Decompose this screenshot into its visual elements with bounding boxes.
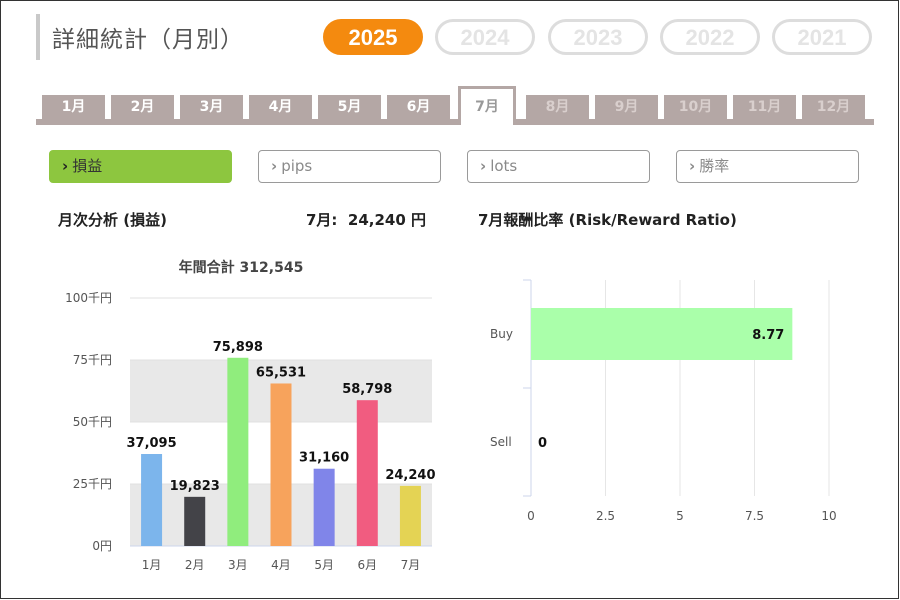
chevron-right-icon: › <box>480 157 487 175</box>
y-tick-label: 50千円 <box>73 415 112 429</box>
current-month-label: 7月: <box>306 211 338 229</box>
data-label: 75,898 <box>213 340 263 355</box>
risk-reward-chart: 0 2.5 5 7.5 10 Buy 8.77 Sell 0 <box>490 279 837 523</box>
bar <box>356 400 378 546</box>
month-tab-12[interactable]: 12月 <box>802 95 865 119</box>
month-tab-10[interactable]: 10月 <box>664 95 727 119</box>
x-tick-label: 6月 <box>357 558 377 572</box>
month-tab-7[interactable]: 7月 <box>458 86 516 125</box>
metric-label: lots <box>490 157 518 175</box>
metric-button-lots[interactable]: › lots <box>467 150 650 183</box>
month-tab-11[interactable]: 11月 <box>733 95 796 119</box>
x-tick-label: 7月 <box>401 558 421 572</box>
month-tab-9[interactable]: 9月 <box>595 95 658 119</box>
chevron-right-icon: › <box>271 157 278 175</box>
data-label: 24,240 <box>385 468 435 483</box>
x-tick-label: 10 <box>821 509 836 523</box>
x-tick-label: 2月 <box>185 558 205 572</box>
x-tick-label: 2.5 <box>596 509 615 523</box>
month-tab-1[interactable]: 1月 <box>42 95 105 119</box>
title-accent-bar <box>36 14 40 60</box>
metric-button-pips[interactable]: › pips <box>258 150 441 183</box>
metric-label: pips <box>281 157 313 175</box>
data-label: 37,095 <box>126 436 176 451</box>
x-tick-label: 4月 <box>271 558 291 572</box>
chevron-right-icon: › <box>62 157 69 175</box>
year-tab-2021[interactable]: 2021 <box>772 19 872 55</box>
y-category-label: Buy <box>490 327 513 341</box>
year-tab-2023[interactable]: 2023 <box>548 19 648 55</box>
year-tab-2022[interactable]: 2022 <box>660 19 760 55</box>
month-tab-4[interactable]: 4月 <box>249 95 312 119</box>
data-label: 65,531 <box>256 365 306 380</box>
x-tick-label: 0 <box>527 509 535 523</box>
month-tab-3[interactable]: 3月 <box>180 95 243 119</box>
data-label: 19,823 <box>170 479 220 494</box>
chart-title: 年間合計 312,545 <box>179 259 304 276</box>
year-tab-2025[interactable]: 2025 <box>323 19 423 55</box>
bar <box>313 468 335 546</box>
bar <box>270 383 292 546</box>
y-tick-label: 100千円 <box>65 291 112 305</box>
bar <box>141 454 163 546</box>
x-tick-label: 3月 <box>228 558 248 572</box>
bar <box>399 485 421 546</box>
y-category-label: Sell <box>490 435 512 449</box>
y-tick-label: 0円 <box>92 539 112 553</box>
metric-label: 損益 <box>72 157 103 175</box>
year-tab-2024[interactable]: 2024 <box>435 19 535 55</box>
month-tab-8[interactable]: 8月 <box>526 95 589 119</box>
x-tick-label: 7.5 <box>745 509 764 523</box>
monthly-profit-chart: 0円 25千円 50千円 75千円 100千円 年間合計 312,545 37,095 1月 1… <box>65 259 435 572</box>
bar <box>227 357 249 546</box>
bar <box>184 496 206 546</box>
metric-button-winrate[interactable]: › 勝率 <box>676 150 859 183</box>
y-tick-label: 25千円 <box>73 477 112 491</box>
data-label: 58,798 <box>342 382 392 397</box>
x-tick-label: 5月 <box>314 558 334 572</box>
month-tab-2[interactable]: 2月 <box>111 95 174 119</box>
monthly-analysis-title: 月次分析 (損益) <box>58 211 167 229</box>
metric-label: 勝率 <box>699 157 730 175</box>
data-label: 8.77 <box>752 328 784 343</box>
rr-ratio-title: 7月報酬比率 (Risk/Reward Ratio) <box>478 211 737 229</box>
month-tab-5[interactable]: 5月 <box>318 95 381 119</box>
y-tick-label: 75千円 <box>73 353 112 367</box>
data-label: 0 <box>538 436 547 451</box>
chevron-right-icon: › <box>689 157 696 175</box>
x-tick-label: 5 <box>676 509 684 523</box>
bar <box>531 308 793 360</box>
metric-button-profit[interactable]: › 損益 <box>49 150 232 183</box>
x-tick-label: 1月 <box>142 558 162 572</box>
current-month-summary: 7月: 24,240 円 <box>306 209 426 230</box>
current-month-value: 24,240 円 <box>347 211 426 229</box>
month-tab-6[interactable]: 6月 <box>387 95 450 119</box>
data-label: 31,160 <box>299 451 349 466</box>
page-title: 詳細統計（月別） <box>52 27 244 53</box>
month-tabs-baseline <box>36 119 874 125</box>
